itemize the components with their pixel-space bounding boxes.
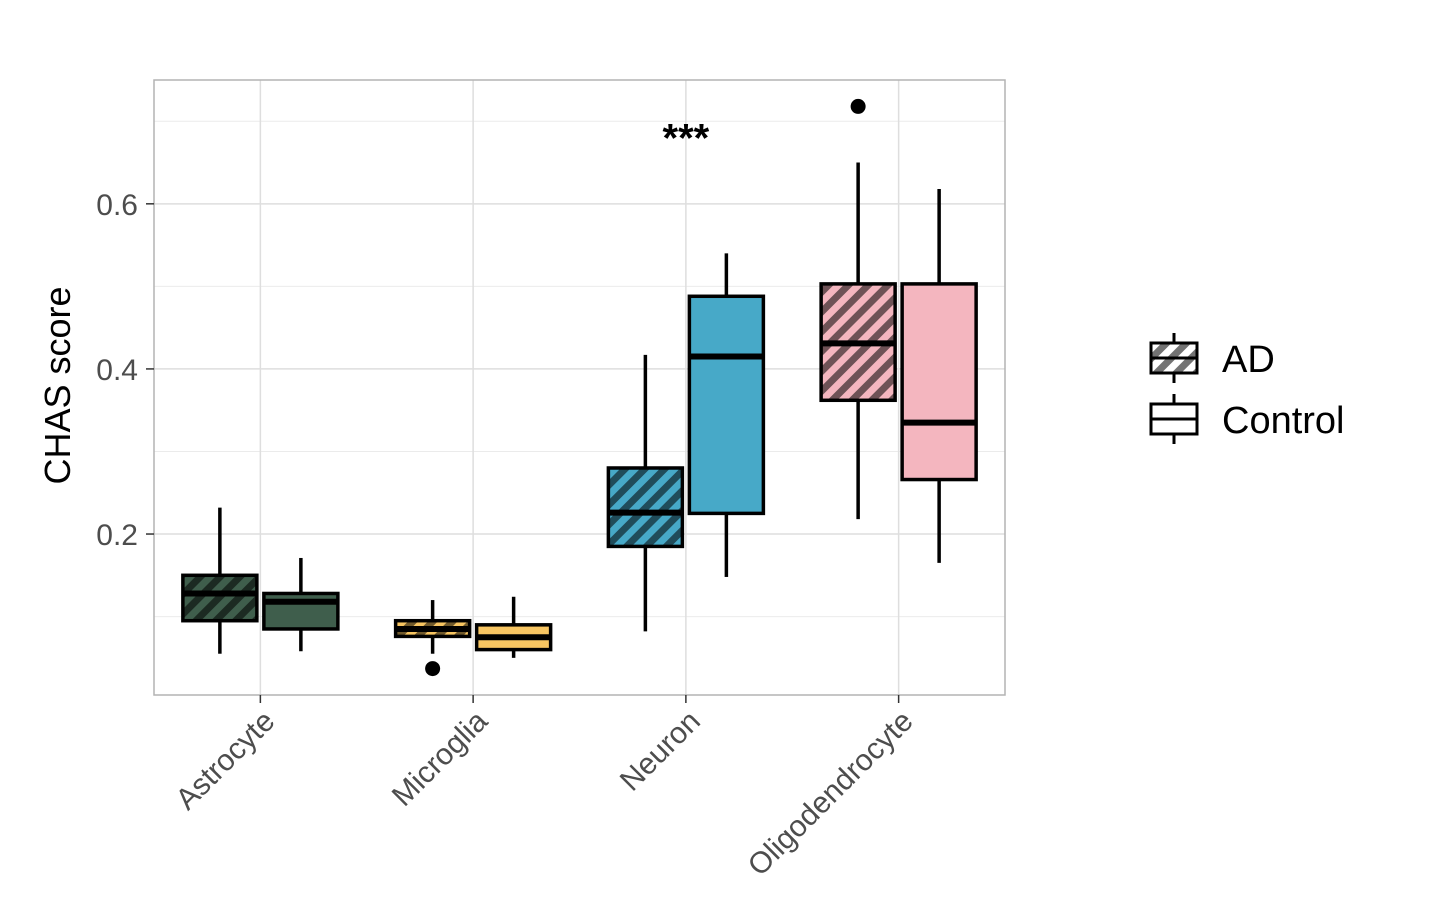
legend-key-icon: [1149, 394, 1199, 444]
box-control-oligodendrocyte: [900, 188, 978, 563]
box-stripe-fill: [608, 467, 683, 547]
box-stripe-fill: [182, 575, 257, 621]
y-tick-label: 0.4: [96, 354, 138, 387]
box-body: [902, 283, 977, 480]
box-ad-oligodendrocyte: [819, 98, 897, 520]
box-outline: [606, 466, 685, 549]
legend: AD Control: [1149, 333, 1345, 444]
legend-key-icon: [1149, 333, 1199, 383]
y-tick-label: 0.2: [96, 519, 138, 552]
y-axis-title: CHAS score: [37, 286, 78, 484]
box-ad-neuron: [606, 354, 685, 632]
plot-panel-border: [153, 79, 1006, 696]
box-outline: [181, 573, 259, 623]
box-control-microglia: [474, 596, 553, 658]
y-tick-label: 0.6: [96, 189, 138, 222]
box-outline: [262, 591, 340, 631]
x-tick-label: Oligodendrocyte: [742, 705, 920, 883]
outlier-point: [425, 661, 441, 677]
box-layer: [181, 98, 978, 677]
legend-label: Control: [1222, 400, 1345, 442]
annotation-layer: ***: [663, 116, 710, 160]
x-tick-label: Neuron: [614, 705, 707, 798]
box-outline: [900, 282, 978, 482]
legend-item-control: Control: [1149, 394, 1345, 444]
box-outline: [687, 294, 766, 516]
box-control-astrocyte: [262, 557, 340, 652]
legend-label: AD: [1222, 339, 1275, 381]
box-ad-microglia: [393, 600, 472, 677]
x-tick-label: Microglia: [386, 704, 494, 812]
box-ad-astrocyte: [181, 507, 259, 654]
significance-annotation: ***: [663, 116, 710, 160]
box-body: [689, 296, 764, 514]
outlier-point: [850, 98, 866, 114]
box-control-neuron: [687, 253, 766, 577]
x-tick-label: Astrocyte: [170, 705, 282, 817]
legend-item-ad: AD: [1149, 333, 1275, 383]
